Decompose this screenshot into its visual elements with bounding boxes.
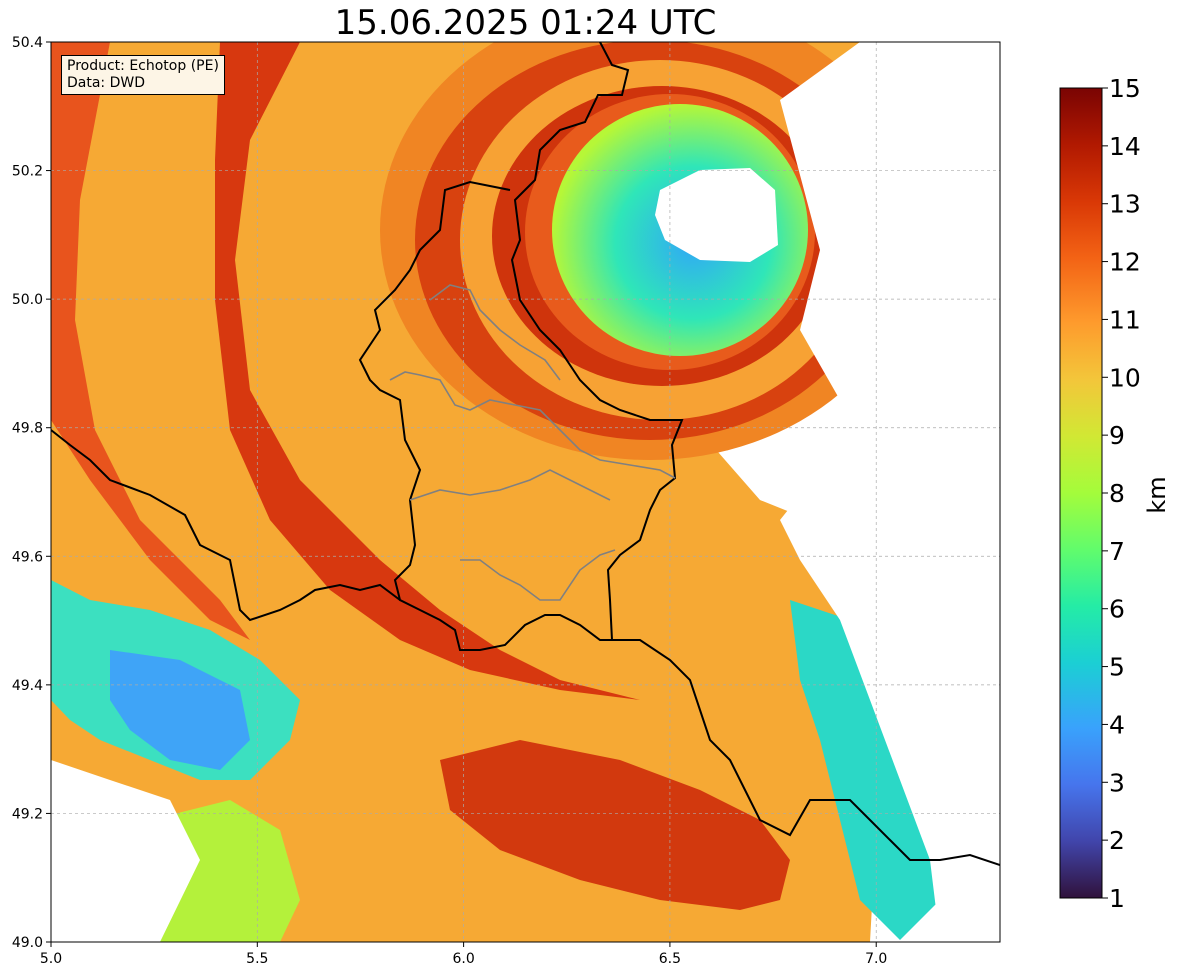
echo-band-west-inner xyxy=(215,42,640,700)
data-source-label: Data: DWD xyxy=(67,75,145,91)
border-luxembourg-inner xyxy=(389,371,676,479)
colorbar-tick-label: 8 xyxy=(1109,479,1125,508)
colorbar-tick-label: 11 xyxy=(1109,305,1141,334)
map-title: 15.06.2025 01:24 UTC xyxy=(334,3,717,43)
echo-band-west-outer xyxy=(51,42,250,640)
clear-area-southwest xyxy=(51,760,200,942)
border-germany-south xyxy=(612,639,1000,866)
colorbar-tick-label: 6 xyxy=(1109,595,1125,624)
colorbar-tick-label: 13 xyxy=(1109,190,1141,219)
colorbar-tick-label: 14 xyxy=(1109,132,1141,161)
echo-cells-southwest-blue xyxy=(110,650,250,770)
x-axis: 5.0 5.5 6.0 6.5 7.0 xyxy=(40,942,887,967)
y-tick-label: 49.6 xyxy=(12,549,43,565)
y-tick-label: 49.8 xyxy=(12,421,43,437)
colorbar-tick-label: 4 xyxy=(1109,710,1125,739)
y-tick-label: 49.4 xyxy=(12,678,43,694)
plot-frame xyxy=(50,41,1001,943)
y-tick-label: 49.0 xyxy=(12,935,43,951)
x-tick-label: 7.0 xyxy=(865,951,887,967)
y-tick-label: 50.2 xyxy=(12,164,43,180)
y-tick-label: 50.4 xyxy=(12,35,43,51)
colorbar-gradient xyxy=(1059,87,1103,899)
border-luxembourg-districts xyxy=(409,284,616,601)
colorbar-tick-label: 10 xyxy=(1109,363,1141,392)
colorbar-label: km xyxy=(1143,476,1171,513)
country-borders xyxy=(51,42,1000,866)
radar-eye-gap xyxy=(655,168,778,262)
border-germany-west xyxy=(358,42,684,651)
colorbar-tick-label: 15 xyxy=(1109,74,1141,103)
echotop-field xyxy=(51,42,1000,942)
y-axis: 49.0 49.2 49.4 49.6 49.8 50.0 50.2 50.4 xyxy=(12,35,51,951)
y-tick-label: 50.0 xyxy=(12,292,43,308)
colorbar-tick-label: 5 xyxy=(1109,653,1125,682)
x-tick-label: 5.0 xyxy=(40,951,62,967)
x-tick-label: 6.5 xyxy=(659,951,681,967)
colorbar-tick-label: 2 xyxy=(1109,826,1125,855)
product-info-box: Product: Echotop (PE) Data: DWD xyxy=(61,55,225,95)
colorbar-tick-label: 3 xyxy=(1109,768,1125,797)
product-label: Product: Echotop (PE) xyxy=(67,58,219,74)
colorbar-tick-label: 1 xyxy=(1109,884,1125,913)
border-france-belgium xyxy=(51,429,401,622)
clear-area-east xyxy=(780,42,1000,942)
colorbar-tick-label: 12 xyxy=(1109,248,1141,277)
colorbar-tick-label: 9 xyxy=(1109,421,1125,450)
echo-band-south xyxy=(440,740,790,910)
colorbar-tick-label: 7 xyxy=(1109,537,1125,566)
x-tick-label: 5.5 xyxy=(246,951,268,967)
x-tick-label: 6.0 xyxy=(452,951,474,967)
y-tick-label: 49.2 xyxy=(12,806,43,822)
